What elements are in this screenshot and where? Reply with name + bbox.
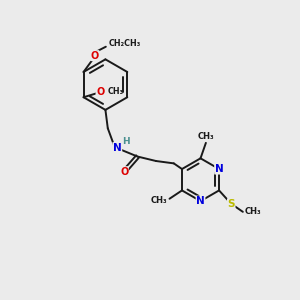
Text: S: S: [227, 199, 235, 209]
Text: O: O: [120, 167, 128, 177]
Text: O: O: [96, 87, 104, 97]
Text: CH₃: CH₃: [198, 132, 214, 141]
Text: N: N: [215, 164, 224, 174]
Text: O: O: [91, 51, 99, 61]
Text: CH₃: CH₃: [107, 87, 123, 96]
Text: H: H: [122, 136, 129, 146]
Text: CH₃: CH₃: [151, 196, 167, 205]
Text: N: N: [196, 196, 205, 206]
Text: CH₂CH₃: CH₂CH₃: [109, 39, 141, 48]
Text: CH₃: CH₃: [244, 207, 261, 216]
Text: N: N: [113, 142, 122, 153]
